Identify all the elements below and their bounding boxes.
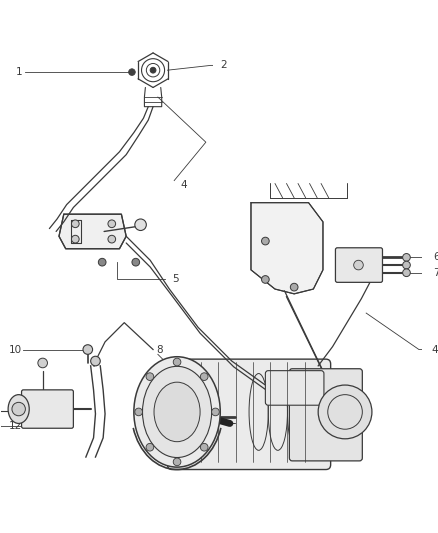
- Text: 8: 8: [156, 344, 163, 354]
- Circle shape: [403, 269, 410, 277]
- Circle shape: [290, 284, 298, 291]
- Circle shape: [212, 408, 219, 416]
- Text: 2: 2: [220, 60, 227, 70]
- Ellipse shape: [134, 357, 220, 467]
- Circle shape: [261, 237, 269, 245]
- FancyBboxPatch shape: [265, 370, 324, 405]
- Circle shape: [38, 358, 47, 368]
- Circle shape: [12, 402, 25, 416]
- Circle shape: [71, 220, 79, 228]
- Text: 1: 1: [15, 67, 22, 77]
- FancyBboxPatch shape: [336, 248, 382, 282]
- FancyBboxPatch shape: [290, 369, 362, 461]
- Circle shape: [108, 220, 116, 228]
- Circle shape: [135, 408, 142, 416]
- Circle shape: [91, 356, 100, 366]
- Circle shape: [99, 259, 106, 266]
- Ellipse shape: [154, 382, 200, 442]
- Circle shape: [71, 235, 79, 243]
- Circle shape: [146, 443, 154, 451]
- Circle shape: [403, 254, 410, 261]
- Circle shape: [354, 260, 363, 270]
- Circle shape: [129, 69, 135, 76]
- Circle shape: [132, 259, 140, 266]
- Text: 11: 11: [9, 404, 22, 414]
- Text: 12: 12: [9, 421, 22, 431]
- Polygon shape: [59, 214, 126, 249]
- Circle shape: [173, 458, 181, 466]
- Text: 7: 7: [433, 268, 438, 278]
- Ellipse shape: [142, 366, 212, 457]
- Circle shape: [135, 219, 146, 230]
- Circle shape: [83, 345, 92, 354]
- Circle shape: [108, 235, 116, 243]
- Circle shape: [261, 276, 269, 284]
- FancyBboxPatch shape: [167, 359, 331, 470]
- FancyBboxPatch shape: [21, 390, 74, 428]
- Ellipse shape: [8, 394, 29, 423]
- Circle shape: [150, 67, 156, 73]
- Circle shape: [200, 373, 208, 381]
- Text: 4: 4: [431, 344, 438, 354]
- Circle shape: [173, 358, 181, 366]
- Circle shape: [318, 385, 372, 439]
- Circle shape: [146, 373, 154, 381]
- Text: 4: 4: [181, 180, 187, 190]
- Polygon shape: [251, 203, 323, 294]
- Text: 10: 10: [9, 344, 22, 354]
- Text: 6: 6: [433, 253, 438, 262]
- Circle shape: [403, 261, 410, 269]
- Text: 5: 5: [172, 274, 179, 285]
- Circle shape: [200, 443, 208, 451]
